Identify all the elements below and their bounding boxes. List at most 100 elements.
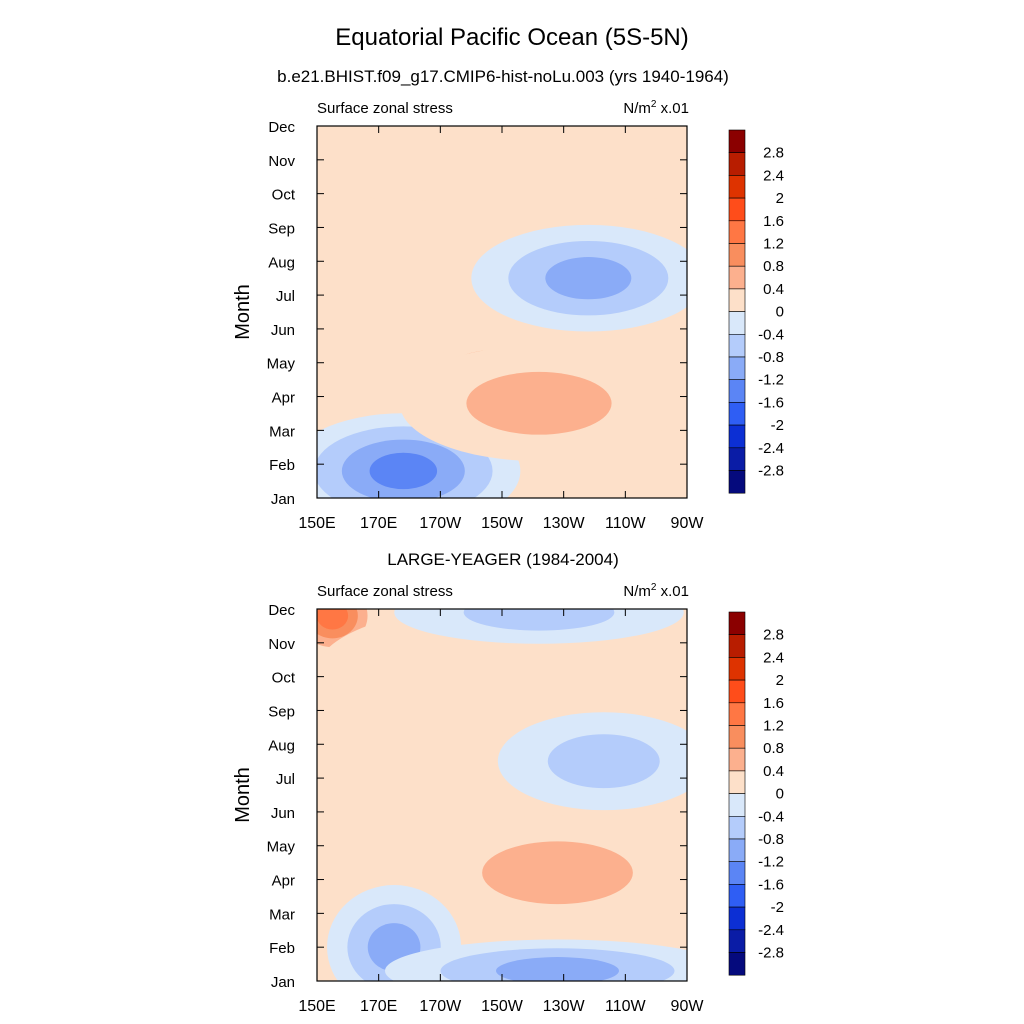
x-tick-label: 150E	[298, 998, 335, 1015]
y-tick-label: Jun	[271, 805, 295, 822]
y-tick-label: Mar	[269, 423, 295, 440]
colorbar-swatch	[728, 243, 746, 267]
colorbar-swatch	[728, 265, 746, 290]
colorbar-swatch	[728, 952, 746, 976]
contour-band-3-2	[496, 957, 619, 981]
x-tick-label: 170W	[419, 515, 462, 532]
colorbar-swatch	[728, 129, 746, 154]
contour-band-1-3	[369, 452, 438, 490]
colorbar-swatch	[728, 470, 746, 494]
panel-bottom: LARGE-YEAGER (1984-2004) Surface zonal s…	[232, 550, 784, 1015]
figure-title: Equatorial Pacific Ocean (5S-5N)	[335, 24, 688, 51]
x-tick-label: 130W	[543, 515, 586, 532]
y-tick-label: Mar	[269, 906, 295, 923]
panel-bottom-contour-field	[317, 609, 687, 981]
colorbar-label: 1.6	[763, 695, 784, 712]
colorbar-swatch	[728, 379, 746, 403]
colorbar-label: 1.2	[763, 236, 784, 253]
x-tick-label: 90W	[671, 515, 705, 532]
colorbar-label: -0.4	[758, 326, 784, 343]
y-tick-label: Feb	[269, 940, 295, 957]
colorbar-swatch	[728, 424, 746, 449]
colorbar-swatch	[728, 333, 746, 358]
panel-top-field-label: Surface zonal stress	[317, 100, 453, 117]
y-tick-label: Nov	[268, 636, 295, 653]
panel-bottom-y-axis: Jan Feb Mar Apr May Jun Jul Aug Sep Oct Nov Dec	[267, 602, 687, 991]
colorbar-swatch	[728, 356, 746, 381]
contour-band-7-1	[463, 609, 615, 631]
y-tick-label: Jan	[271, 491, 295, 508]
colorbar-label: -0.4	[758, 808, 784, 825]
colorbar-swatch	[728, 611, 746, 636]
colorbar-swatch	[728, 402, 746, 426]
panel-top-y-axis: Jan Feb Mar Apr May Jun Jul Aug Sep Oct Nov Dec	[267, 119, 687, 508]
x-tick-label: 170E	[360, 998, 397, 1015]
colorbar-swatch	[728, 288, 746, 312]
colorbar-label: 2.8	[763, 627, 784, 644]
colorbar-label: -1.6	[758, 876, 784, 893]
x-tick-label: 110W	[605, 998, 647, 1015]
colorbar-label: 0	[776, 786, 784, 803]
colorbar-swatch	[728, 815, 746, 840]
y-tick-label: Apr	[272, 873, 295, 890]
y-tick-label: Jun	[271, 322, 295, 339]
panel-top-plot-area	[316, 125, 688, 499]
colorbar-swatch	[728, 906, 746, 931]
colorbar-label: 0	[776, 304, 784, 321]
panel-bottom-field-label: Surface zonal stress	[317, 583, 453, 600]
y-tick-label: Oct	[272, 187, 296, 204]
colorbar-swatch	[728, 152, 746, 176]
contour-band-5-2	[545, 257, 632, 300]
x-tick-label: 110W	[605, 515, 647, 532]
x-tick-label: 150W	[481, 515, 524, 532]
y-tick-label: Apr	[272, 390, 295, 407]
colorbar-label: -1.2	[758, 854, 784, 871]
colorbar-swatch	[728, 634, 746, 658]
colorbar-label: 2.8	[763, 145, 784, 162]
colorbar-label: -2	[771, 417, 784, 434]
panel-top-units: N/m2 x.01	[623, 99, 689, 117]
contour-band-7-0	[317, 126, 687, 203]
colorbar-label: 0.4	[763, 281, 784, 298]
x-tick-label: 130W	[543, 998, 586, 1015]
x-tick-label: 150E	[298, 515, 335, 532]
contour-band-6-1	[547, 734, 660, 789]
colorbar-swatch	[728, 929, 746, 953]
colorbar-swatch	[728, 197, 746, 222]
contour-band-1-1	[482, 841, 633, 905]
colorbar-label: 2	[776, 672, 784, 689]
panel-bottom-units: N/m2 x.01	[623, 582, 689, 600]
colorbar-swatch	[728, 702, 746, 726]
colorbar-label: 2.4	[763, 649, 784, 666]
y-tick-label: Oct	[272, 670, 296, 687]
y-tick-label: Jan	[271, 974, 295, 991]
colorbar-label: 1.2	[763, 718, 784, 735]
colorbar-label: -2.8	[758, 463, 784, 480]
colorbar-label: -2.4	[758, 922, 784, 939]
colorbar-swatch	[728, 220, 746, 244]
colorbar-swatch	[728, 861, 746, 885]
y-tick-label: Jul	[276, 771, 295, 788]
colorbar-label: -0.8	[758, 349, 784, 366]
y-tick-label: Dec	[268, 119, 295, 136]
colorbar-swatch	[728, 175, 746, 199]
contour-band-3-1	[466, 371, 612, 435]
colorbar-label: 0.8	[763, 740, 784, 757]
colorbar-swatch	[728, 725, 746, 749]
panel-top-contour-field	[317, 126, 687, 498]
colorbar-swatch	[728, 793, 746, 817]
panel-bottom-ylabel: Month	[232, 767, 254, 823]
y-tick-label: Feb	[269, 457, 295, 474]
colorbar-swatch	[728, 447, 746, 471]
y-tick-label: Sep	[268, 220, 295, 237]
colorbar-label: -2.4	[758, 440, 784, 457]
panel-bottom-colorbar: 2.8 2.4 2 1.6 1.2 0.8 0.4 0 -0.4 -0.8 -1.2 -1.6 -2 -2…	[728, 611, 784, 976]
panel-bottom-title: LARGE-YEAGER (1984-2004)	[387, 550, 619, 569]
panel-top: b.e21.BHIST.f09_g17.CMIP6-hist-noLu.003 …	[232, 67, 784, 532]
y-tick-label: Aug	[268, 254, 295, 271]
colorbar-label: 2	[776, 190, 784, 207]
y-tick-label: May	[267, 356, 296, 373]
x-tick-label: 90W	[671, 998, 705, 1015]
colorbar-label: 2.4	[763, 167, 784, 184]
